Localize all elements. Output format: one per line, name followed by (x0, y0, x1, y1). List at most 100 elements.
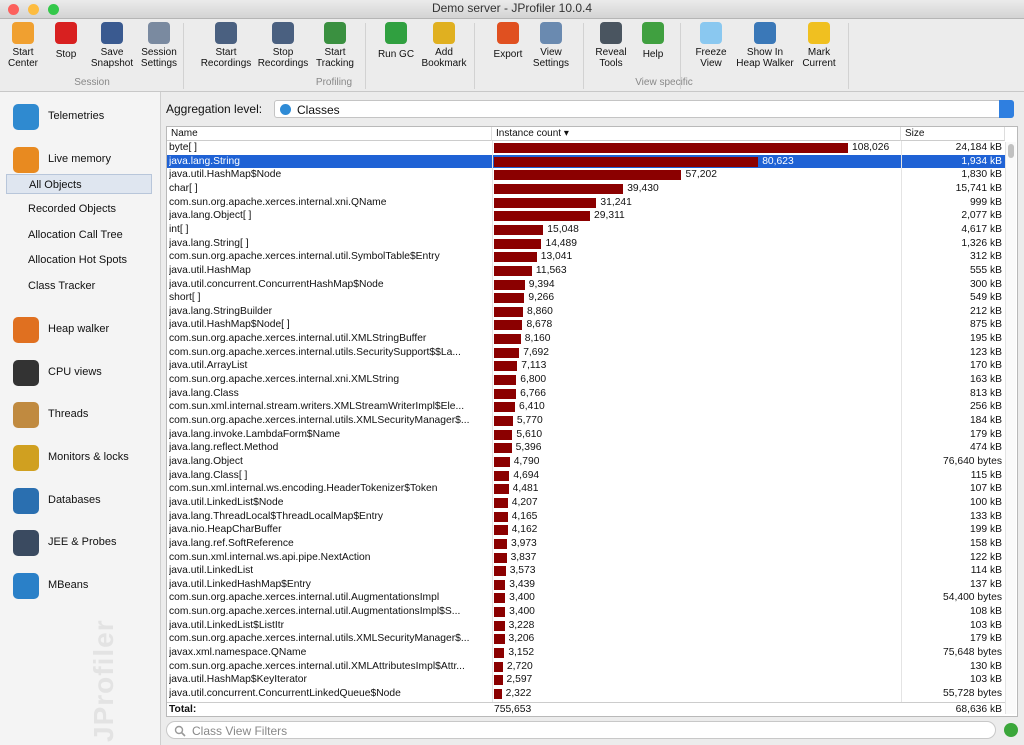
minimize-button[interactable] (28, 4, 39, 15)
table-row[interactable]: java.util.HashMap$Node 57,202 1,830 kB (167, 168, 1005, 182)
nav-item[interactable]: Databases (48, 494, 101, 506)
table-row[interactable]: char[ ] 39,430 15,741 kB (167, 182, 1005, 196)
aggregation-dropdown[interactable]: Classes (274, 100, 1014, 118)
size: 195 kB (969, 333, 1002, 345)
toolbar-button[interactable]: Start Recordings (196, 22, 256, 69)
instance-count: 8,160 (524, 333, 551, 345)
toolbar-button[interactable]: Run GC (366, 22, 426, 60)
size: 108 kB (969, 606, 1002, 618)
table-row[interactable]: java.lang.reflect.Method 5,396 474 kB (167, 441, 1005, 455)
table-row[interactable]: java.lang.ref.SoftReference 3,973 158 kB (167, 537, 1005, 551)
class-view-filter[interactable]: Class View Filters (166, 721, 996, 739)
nav-subitem[interactable]: Allocation Call Tree (28, 229, 123, 241)
instance-count: 8,860 (527, 305, 553, 317)
table-row[interactable]: com.sun.org.apache.xerces.internal.util.… (167, 250, 1005, 264)
table-row[interactable]: java.lang.invoke.LambdaForm$Name 5,610 179… (167, 428, 1005, 442)
table-row[interactable]: com.sun.org.apache.xerces.internal.utils… (167, 632, 1005, 646)
scrollbar[interactable] (1005, 142, 1016, 714)
instance-count: 57,202 (685, 169, 717, 181)
toolbar-button[interactable]: Stop (36, 22, 96, 60)
table-row[interactable]: java.lang.String 80,623 1,934 kB (167, 154, 1005, 169)
count-bar (494, 538, 508, 549)
table-row[interactable]: java.lang.String[ ] 14,489 1,326 kB (167, 237, 1005, 251)
table-row[interactable]: java.nio.HeapCharBuffer 4,162 199 kB (167, 523, 1005, 537)
column-header[interactable]: Name (167, 127, 492, 141)
table-row[interactable]: short[ ] 9,266 549 kB (167, 291, 1005, 305)
scroll-thumb[interactable] (1008, 144, 1014, 158)
table-row[interactable]: int[ ] 15,048 4,617 kB (167, 223, 1005, 237)
table-row[interactable]: java.util.HashMap 11,563 555 kB (167, 264, 1005, 278)
toolbar-button[interactable]: Export (478, 22, 538, 60)
class-name: java.lang.Object[ ] (169, 210, 252, 222)
size: 103 kB (969, 619, 1002, 631)
table-row[interactable]: com.sun.org.apache.xerces.internal.xni.Q… (167, 196, 1005, 210)
table-row[interactable]: java.util.HashMap$Node[ ] 8,678 875 kB (167, 318, 1005, 332)
toolbar-button[interactable]: Reveal Tools (581, 22, 641, 69)
column-header[interactable]: Instance count ▾ (492, 127, 901, 141)
tool-label: Reveal (595, 47, 627, 58)
toolbar-button[interactable]: Help (623, 22, 683, 60)
class-name: java.util.ArrayList (169, 360, 248, 372)
table-row[interactable]: com.sun.org.apache.xerces.internal.util.… (167, 605, 1005, 619)
table-row[interactable]: java.lang.StringBuilder 8,860 212 kB (167, 305, 1005, 319)
table-row[interactable]: java.lang.Object[ ] 29,311 2,077 kB (167, 209, 1005, 223)
table-row[interactable]: java.util.concurrent.ConcurrentHashMap$N… (167, 278, 1005, 292)
table-row[interactable]: com.sun.xml.internal.stream.writers.XMLS… (167, 400, 1005, 414)
nav-subitem[interactable]: Allocation Hot Spots (28, 254, 128, 266)
table-row[interactable]: javax.xml.namespace.QName 3,152 75,648 byt… (167, 646, 1005, 660)
table-row[interactable]: java.lang.Class 6,766 813 kB (167, 387, 1005, 401)
table-row[interactable]: com.sun.org.apache.xerces.internal.util.… (167, 591, 1005, 605)
class-name: com.sun.org.apache.xerces.internal.utils… (169, 346, 461, 358)
class-name: java.lang.reflect.Method (169, 442, 279, 454)
table-row[interactable]: java.lang.Class[ ] 4,694 115 kB (167, 469, 1005, 483)
table-row[interactable]: byte[ ] 108,026 24,184 kB (167, 141, 1005, 155)
toolbar-button[interactable]: Start Center (0, 22, 53, 69)
toolbar-button[interactable]: Mark Current (789, 22, 849, 69)
nav-item[interactable]: Monitors & locks (48, 451, 129, 463)
table-row[interactable]: com.sun.org.apache.xerces.internal.utils… (167, 346, 1005, 360)
nav-item[interactable]: Heap walker (48, 323, 110, 335)
nav-item[interactable]: CPU views (48, 366, 102, 378)
table-row[interactable]: java.lang.ThreadLocal$ThreadLocalMap$Ent… (167, 510, 1005, 524)
toolbar-button[interactable]: Start Tracking (305, 22, 365, 69)
nav-subitem[interactable]: Class Tracker (28, 280, 96, 292)
table-row[interactable]: java.util.ArrayList 7,113 170 kB (167, 359, 1005, 373)
close-button[interactable] (8, 4, 19, 15)
nav-item[interactable]: Live memory (48, 153, 111, 165)
column-header[interactable]: Size (901, 127, 1005, 141)
table-row[interactable]: java.util.LinkedList$Node 4,207 100 kB (167, 496, 1005, 510)
nav-item[interactable]: MBeans (48, 579, 89, 591)
table-row[interactable]: com.sun.xml.internal.ws.api.pipe.NextAct… (167, 551, 1005, 565)
toolbar-button[interactable]: Freeze View (681, 22, 741, 69)
table-row[interactable]: com.sun.org.apache.xerces.internal.utils… (167, 414, 1005, 428)
table-row[interactable]: java.util.HashMap$KeyIterator 2,597 103 kB (167, 673, 1005, 687)
table-row[interactable]: java.util.LinkedList$ListItr 3,228 103 kB (167, 619, 1005, 633)
toolbar-button[interactable]: Save Snapshot (82, 22, 142, 69)
nav-item[interactable]: Threads (48, 408, 89, 420)
nav-subitem[interactable]: All Objects (6, 174, 152, 194)
size: 55,728 bytes (943, 688, 1002, 699)
table-row[interactable]: com.sun.xml.internal.ws.encoding.HeaderT… (167, 482, 1005, 496)
count-bar (494, 484, 509, 495)
nav-item[interactable]: Telemetries (48, 110, 105, 122)
table-row[interactable]: java.util.LinkedList 3,573 114 kB (167, 564, 1005, 578)
toolbar-button[interactable]: View Settings (521, 22, 581, 69)
table-row[interactable]: com.sun.org.apache.xerces.internal.xni.X… (167, 373, 1005, 387)
toolbar-button[interactable]: Show In Heap Walker (735, 22, 795, 69)
table-row[interactable]: java.util.concurrent.ConcurrentLinkedQue… (167, 687, 1005, 701)
nav-item[interactable]: JEE & Probes (48, 536, 117, 548)
table-row[interactable]: java.lang.Object 4,790 76,640 bytes (167, 455, 1005, 469)
toolbar-button[interactable]: Session Settings (129, 22, 189, 69)
table-row[interactable]: com.sun.org.apache.xerces.internal.util.… (167, 660, 1005, 674)
count-bar (494, 197, 597, 208)
instance-count: 3,973 (511, 537, 537, 549)
size: 107 kB (969, 483, 1002, 495)
nav-subitem[interactable]: Recorded Objects (28, 203, 117, 215)
zoom-button[interactable] (48, 4, 59, 15)
count-bar (494, 620, 505, 631)
toolbar-button[interactable]: Stop Recordings (253, 22, 313, 69)
table-row[interactable]: java.util.LinkedHashMap$Entry 3,439 137 kB (167, 578, 1005, 592)
toolbar-button[interactable]: Add Bookmark (414, 22, 474, 69)
instance-count: 31,241 (600, 196, 632, 208)
table-row[interactable]: com.sun.org.apache.xerces.internal.util.… (167, 332, 1005, 346)
